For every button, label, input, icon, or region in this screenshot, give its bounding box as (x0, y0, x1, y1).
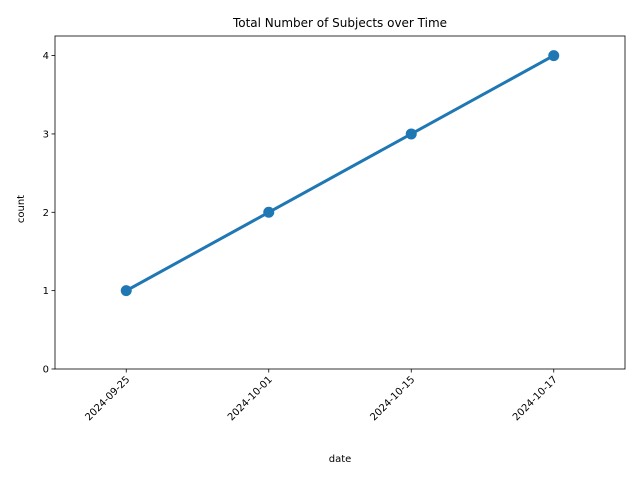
x-tick-label: 2024-10-17 (511, 374, 560, 423)
data-point (120, 285, 132, 297)
series-layer (120, 50, 560, 297)
x-axis-ticks: 2024-09-25 2024-10-01 2024-10-15 2024-10-17 (83, 369, 560, 423)
y-tick-label: 0 (43, 365, 49, 376)
y-axis-label: count (16, 195, 27, 223)
data-point (405, 128, 417, 140)
plot-frame (54, 35, 626, 370)
x-tick-label: 2024-10-15 (368, 374, 417, 423)
y-tick-label: 4 (43, 51, 49, 62)
y-tick-label: 1 (43, 286, 49, 297)
x-tick-label: 2024-10-01 (226, 374, 275, 423)
y-tick-label: 3 (43, 129, 49, 140)
x-axis-label: date (329, 454, 352, 465)
y-axis-ticks: 0 1 2 3 4 (43, 51, 55, 376)
y-tick-label: 2 (43, 208, 49, 219)
data-point (548, 50, 560, 62)
data-point (263, 206, 275, 218)
series-line (124, 54, 556, 293)
chart-title: Total Number of Subjects over Time (232, 16, 447, 30)
x-tick-label: 2024-09-25 (83, 374, 132, 423)
